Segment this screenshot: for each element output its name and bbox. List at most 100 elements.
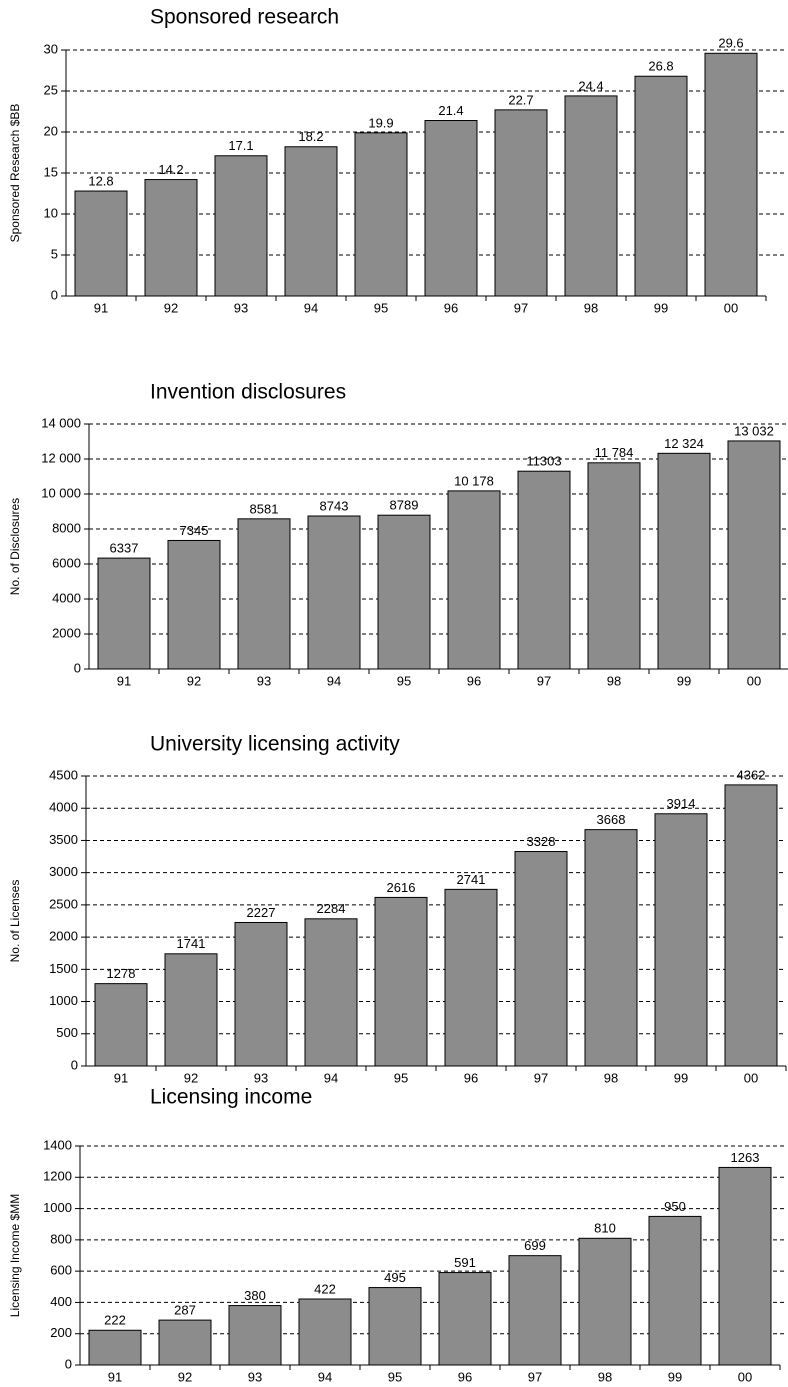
value-label: 2741	[457, 872, 486, 887]
x-tick-label: 93	[248, 1369, 262, 1384]
bar	[158, 1319, 212, 1366]
bar	[167, 539, 221, 670]
bar	[374, 896, 428, 1067]
y-tick-label: 8000	[52, 520, 81, 535]
bar	[144, 179, 198, 297]
value-label: 12 324	[664, 436, 704, 451]
bar	[368, 1287, 422, 1366]
x-tick-label: 91	[94, 300, 108, 315]
x-tick-label: 91	[114, 1070, 128, 1085]
x-tick-label: 95	[394, 1070, 408, 1085]
y-tick-label: 14 000	[41, 415, 81, 430]
x-tick-label: 00	[738, 1369, 752, 1384]
value-label: 3668	[597, 812, 626, 827]
x-tick-label: 00	[724, 300, 738, 315]
y-tick-label: 400	[50, 1294, 72, 1309]
x-tick-label: 96	[464, 1070, 478, 1085]
value-label: 287	[174, 1303, 196, 1318]
bar	[657, 452, 711, 670]
value-label: 17.1	[228, 138, 253, 153]
bar	[298, 1298, 352, 1366]
y-tick-label: 2000	[52, 625, 81, 640]
value-label: 495	[384, 1270, 406, 1285]
x-tick-label: 00	[744, 1070, 758, 1085]
chart-title: Invention disclosures	[150, 381, 346, 404]
bar	[234, 921, 288, 1067]
y-tick-label: 30	[44, 41, 58, 56]
bar	[634, 75, 688, 297]
y-tick-label: 800	[50, 1231, 72, 1246]
value-label: 222	[104, 1313, 126, 1328]
bar	[438, 1272, 492, 1366]
value-label: 8581	[250, 501, 279, 516]
bar	[724, 784, 778, 1067]
value-label: 3914	[667, 796, 696, 811]
y-tick-label: 200	[50, 1325, 72, 1340]
y-tick-label: 15	[44, 164, 58, 179]
y-tick-label: 12 000	[41, 450, 81, 465]
y-axis-label: Licensing Income $MM	[8, 1194, 22, 1317]
x-tick-label: 97	[537, 673, 551, 688]
y-tick-label: 1200	[43, 1169, 72, 1184]
x-tick-label: 95	[397, 673, 411, 688]
value-label: 26.8	[648, 59, 673, 74]
y-tick-label: 1400	[43, 1137, 72, 1152]
y-tick-label: 1500	[49, 961, 78, 976]
y-tick-label: 600	[50, 1263, 72, 1278]
y-tick-label: 0	[65, 1356, 72, 1371]
x-tick-label: 96	[458, 1369, 472, 1384]
y-tick-label: 6000	[52, 555, 81, 570]
x-tick-label: 98	[607, 673, 621, 688]
value-label: 1263	[731, 1150, 760, 1165]
x-tick-label: 97	[528, 1369, 542, 1384]
value-label: 10 178	[454, 473, 494, 488]
bar	[377, 514, 431, 670]
x-tick-label: 96	[467, 673, 481, 688]
y-axis-label: Sponsored Research $BB	[8, 104, 22, 243]
value-label: 2616	[387, 880, 416, 895]
value-label: 3328	[527, 834, 556, 849]
y-tick-label: 1000	[43, 1200, 72, 1215]
bar	[424, 120, 478, 297]
bar	[228, 1305, 282, 1366]
bar	[648, 1215, 702, 1366]
value-label: 591	[454, 1255, 476, 1270]
y-tick-label: 4000	[49, 800, 78, 815]
y-tick-label: 500	[56, 1025, 78, 1040]
value-label: 2227	[247, 905, 276, 920]
chart-title: Licensing income	[150, 1086, 312, 1109]
y-tick-label: 0	[74, 660, 81, 675]
y-tick-label: 3000	[49, 864, 78, 879]
y-tick-label: 2500	[49, 896, 78, 911]
bar	[508, 1255, 562, 1366]
x-tick-label: 98	[604, 1070, 618, 1085]
x-tick-label: 97	[534, 1070, 548, 1085]
value-label: 24.4	[578, 78, 603, 93]
value-label: 6337	[110, 541, 139, 556]
x-tick-label: 91	[117, 673, 131, 688]
bar	[74, 190, 128, 297]
bar	[517, 470, 571, 670]
y-tick-label: 5	[51, 246, 58, 261]
bar	[727, 440, 781, 670]
y-tick-label: 1000	[49, 993, 78, 1008]
value-label: 7345	[180, 523, 209, 538]
x-tick-label: 96	[444, 300, 458, 315]
y-tick-label: 4000	[52, 590, 81, 605]
x-tick-label: 94	[304, 300, 318, 315]
value-label: 810	[594, 1221, 616, 1236]
x-tick-label: 92	[164, 300, 178, 315]
x-tick-label: 99	[674, 1070, 688, 1085]
value-label: 29.6	[718, 36, 743, 51]
x-tick-label: 95	[388, 1369, 402, 1384]
value-label: 8743	[320, 498, 349, 513]
value-label: 950	[664, 1199, 686, 1214]
x-tick-label: 93	[234, 300, 248, 315]
x-tick-label: 92	[178, 1369, 192, 1384]
value-label: 22.7	[508, 92, 533, 107]
bar	[284, 146, 338, 297]
value-label: 11303	[526, 454, 561, 469]
value-label: 21.4	[438, 103, 463, 118]
bar	[237, 518, 291, 670]
